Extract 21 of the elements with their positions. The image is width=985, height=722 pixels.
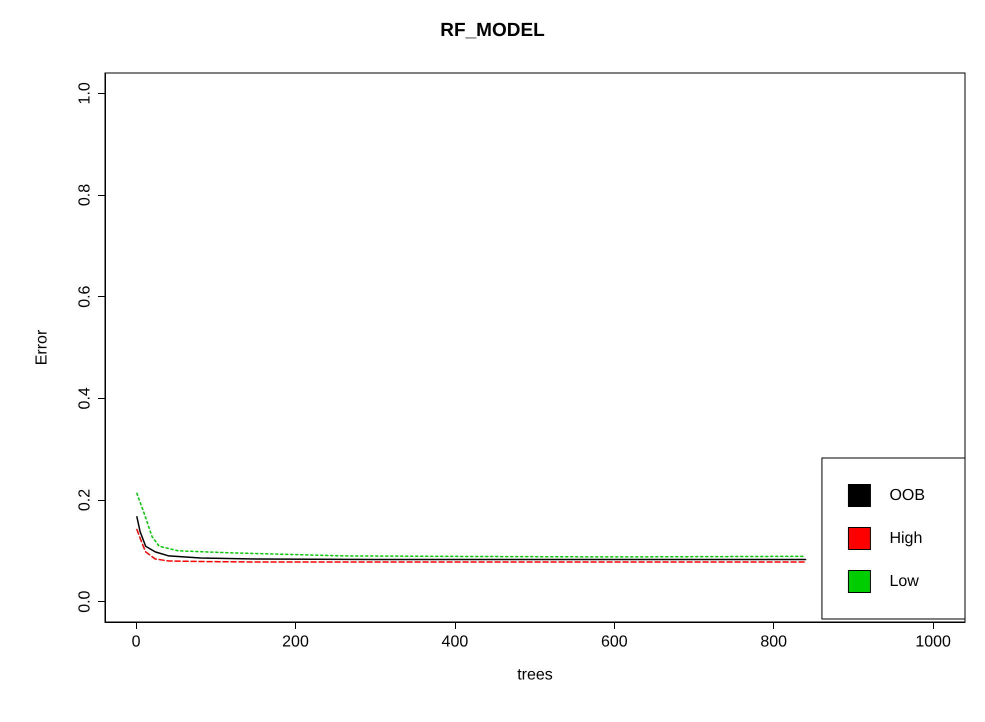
legend-label: OOB xyxy=(889,487,925,504)
x-tick-label: 200 xyxy=(282,634,309,650)
legend-label: High xyxy=(889,530,922,547)
legend-label: Low xyxy=(889,573,920,590)
x-axis-title: trees xyxy=(517,666,553,684)
chart-title: RF_MODEL xyxy=(440,20,546,41)
y-tick-label: 0.8 xyxy=(76,184,94,206)
y-tick-label: 1.0 xyxy=(76,82,94,104)
y-tick-label: 0.2 xyxy=(76,488,94,512)
line-series xyxy=(136,528,806,563)
x-tick-label: 0 xyxy=(132,634,141,650)
y-axis-title: Error xyxy=(34,329,50,366)
x-tick-label: 1000 xyxy=(915,634,952,650)
x-tick-label: 600 xyxy=(600,634,628,650)
y-tick-label: 0.6 xyxy=(76,285,94,308)
x-tick-label: 400 xyxy=(442,634,468,650)
y-tick-label: 0.0 xyxy=(76,590,94,613)
x-tick-label: 800 xyxy=(760,634,788,650)
line-series xyxy=(136,492,806,558)
line-series xyxy=(136,516,806,560)
y-tick-label: 0.4 xyxy=(76,387,94,410)
